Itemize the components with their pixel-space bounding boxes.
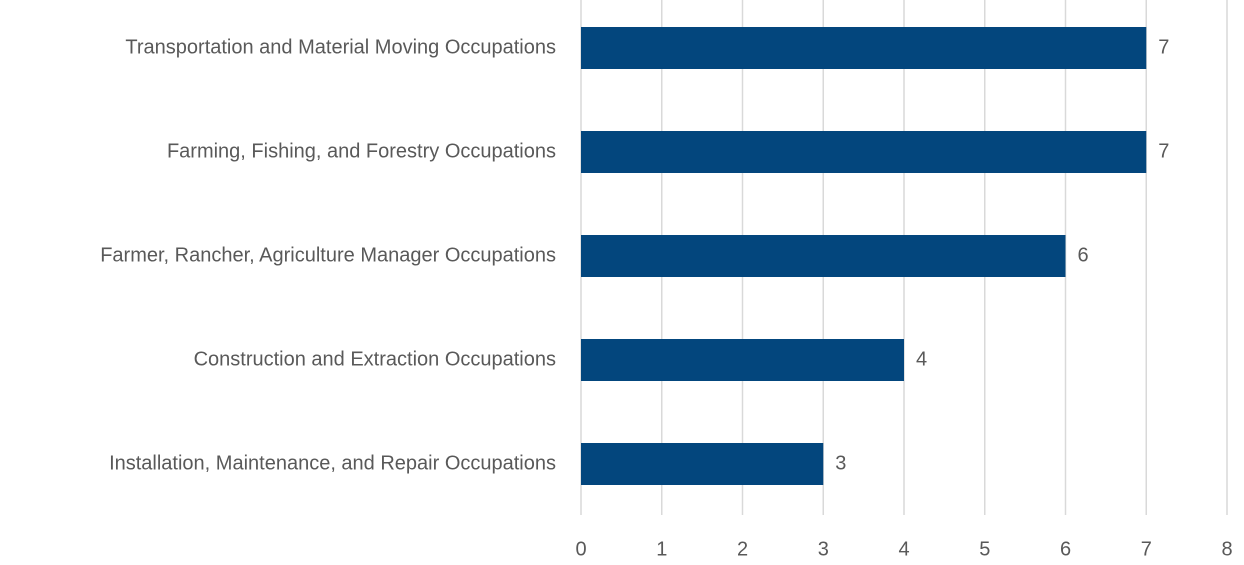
data-label: 7 — [1158, 140, 1169, 162]
bar — [581, 235, 1066, 277]
y-tick-label: Transportation and Material Moving Occup… — [125, 36, 556, 58]
y-tick-label: Installation, Maintenance, and Repair Oc… — [109, 452, 556, 474]
y-tick-label: Construction and Extraction Occupations — [194, 348, 556, 370]
data-label: 6 — [1078, 244, 1089, 266]
bar — [581, 339, 904, 381]
x-tick-label: 1 — [656, 538, 667, 560]
data-label: 3 — [835, 452, 846, 474]
x-tick-label: 0 — [575, 538, 586, 560]
bar — [581, 27, 1147, 69]
x-tick-label: 3 — [818, 538, 829, 560]
x-tick-label: 5 — [979, 538, 990, 560]
x-tick-label: 7 — [1141, 538, 1152, 560]
bar — [581, 443, 824, 485]
data-label: 7 — [1158, 36, 1169, 58]
bar — [581, 131, 1147, 173]
x-tick-label: 6 — [1060, 538, 1071, 560]
data-label: 4 — [916, 348, 927, 370]
x-tick-label: 4 — [898, 538, 909, 560]
y-tick-label: Farming, Fishing, and Forestry Occupatio… — [167, 140, 556, 162]
x-tick-label: 2 — [737, 538, 748, 560]
x-tick-label: 8 — [1221, 538, 1232, 560]
y-tick-label: Farmer, Rancher, Agriculture Manager Occ… — [100, 244, 556, 266]
